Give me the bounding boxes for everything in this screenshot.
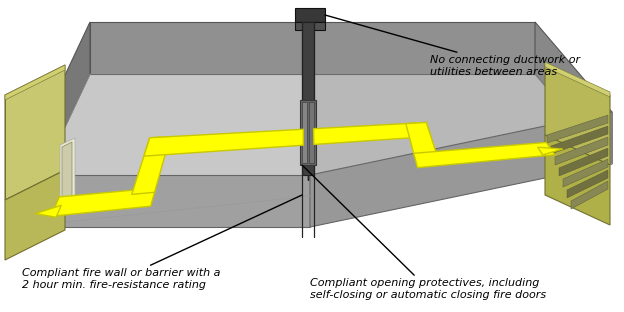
Polygon shape	[18, 22, 90, 227]
Polygon shape	[406, 122, 437, 157]
Text: No connecting ductwork or
utilities between areas: No connecting ductwork or utilities betw…	[325, 15, 580, 77]
Polygon shape	[302, 102, 307, 163]
Polygon shape	[5, 65, 65, 200]
Polygon shape	[310, 112, 612, 227]
Polygon shape	[302, 22, 314, 175]
Polygon shape	[547, 115, 608, 143]
Polygon shape	[414, 143, 555, 168]
Polygon shape	[295, 8, 325, 22]
Polygon shape	[563, 159, 608, 187]
Polygon shape	[36, 205, 61, 217]
Polygon shape	[555, 137, 608, 165]
Polygon shape	[535, 22, 612, 164]
Polygon shape	[60, 138, 75, 207]
Polygon shape	[538, 147, 563, 155]
Text: Compliant fire wall or barrier with a
2 hour min. fire-resistance rating: Compliant fire wall or barrier with a 2 …	[22, 195, 302, 290]
Polygon shape	[5, 170, 65, 260]
Polygon shape	[545, 65, 610, 165]
Polygon shape	[51, 188, 156, 216]
Polygon shape	[5, 65, 65, 100]
Polygon shape	[18, 74, 310, 227]
Polygon shape	[144, 129, 303, 156]
Polygon shape	[18, 74, 612, 227]
Polygon shape	[551, 126, 608, 154]
Polygon shape	[295, 22, 325, 30]
Polygon shape	[62, 142, 72, 203]
Polygon shape	[309, 102, 314, 163]
Polygon shape	[132, 137, 170, 194]
Polygon shape	[545, 135, 610, 225]
Polygon shape	[300, 100, 316, 165]
Polygon shape	[310, 74, 612, 227]
Polygon shape	[567, 170, 608, 198]
Polygon shape	[559, 148, 608, 176]
Text: Compliant opening protectives, including
self-closing or automatic closing fire : Compliant opening protectives, including…	[302, 165, 546, 300]
Polygon shape	[571, 181, 608, 209]
Polygon shape	[18, 175, 310, 227]
Polygon shape	[314, 122, 431, 144]
Polygon shape	[90, 22, 535, 74]
Polygon shape	[545, 62, 610, 97]
